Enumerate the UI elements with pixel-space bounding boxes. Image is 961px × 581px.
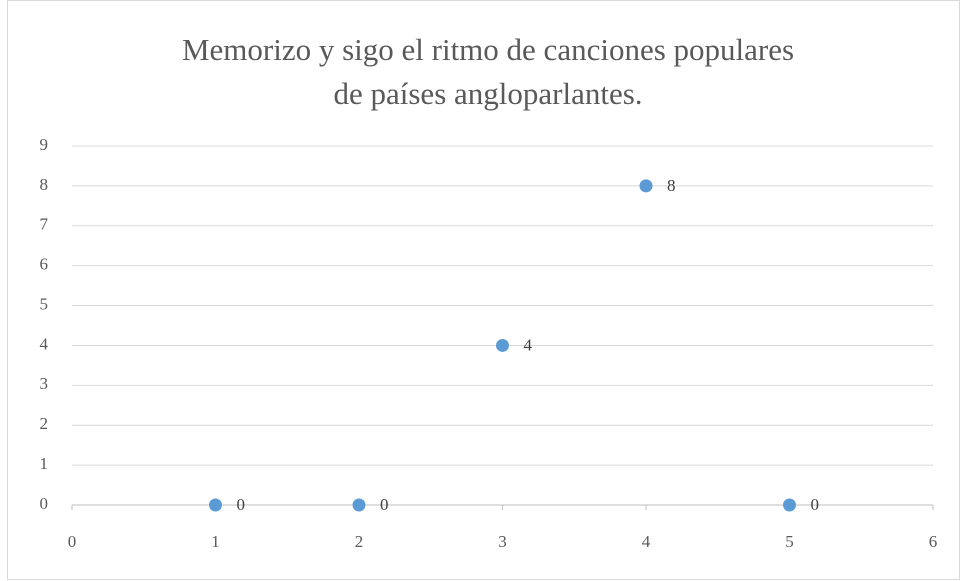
point xyxy=(783,498,796,512)
data-label: 0 xyxy=(811,495,820,514)
y-tick-label: 3 xyxy=(40,374,49,393)
x-tick-label: 4 xyxy=(642,532,651,551)
y-tick-label: 4 xyxy=(40,334,49,353)
point xyxy=(352,498,366,512)
y-tick-label: 1 xyxy=(40,454,49,473)
x-tick-label: 5 xyxy=(785,532,794,551)
y-tick-label: 7 xyxy=(40,215,49,234)
y-tick-label: 9 xyxy=(40,135,49,154)
y-tick-label: 0 xyxy=(40,494,49,513)
y-tick-label: 2 xyxy=(40,414,49,433)
x-tick-label: 2 xyxy=(355,532,364,551)
y-tick-label: 6 xyxy=(40,255,49,274)
data-label: 0 xyxy=(237,495,246,514)
data-label: 4 xyxy=(524,335,533,354)
x-tick-label: 0 xyxy=(68,532,77,551)
x-tick-label: 6 xyxy=(929,532,938,551)
data-label: 8 xyxy=(667,176,676,195)
chart-title: de países angloparlantes. xyxy=(333,76,642,111)
data-label: 0 xyxy=(380,495,389,514)
y-tick-label: 8 xyxy=(40,175,49,194)
x-tick-label: 3 xyxy=(498,532,507,551)
y-tick-label: 5 xyxy=(40,294,49,313)
point xyxy=(496,338,509,352)
point xyxy=(209,498,222,512)
x-tick-label: 1 xyxy=(211,532,220,551)
chart-title: Memorizo y sigo el ritmo de canciones po… xyxy=(182,32,794,67)
chart-frame xyxy=(7,0,960,580)
point xyxy=(639,179,653,193)
